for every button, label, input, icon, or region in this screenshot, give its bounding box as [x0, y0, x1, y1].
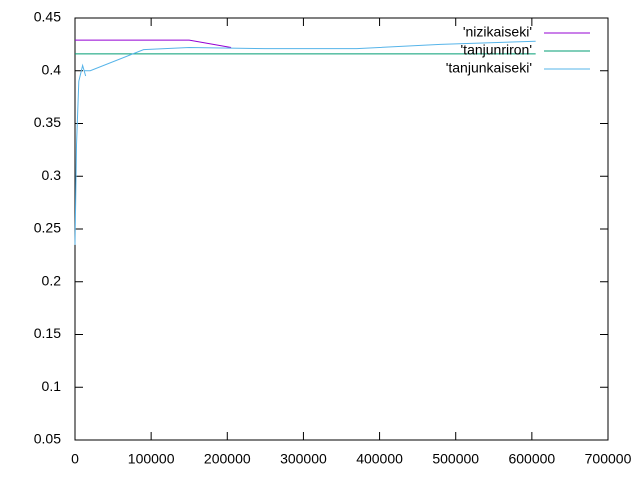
x-tick-label: 300000 [280, 451, 327, 467]
legend-label: 'tanjunkaiseki' [446, 60, 532, 76]
y-tick-label: 0.2 [42, 272, 62, 288]
y-tick-label: 0.4 [42, 61, 62, 77]
x-tick-label: 0 [71, 451, 79, 467]
x-tick-label: 400000 [356, 451, 403, 467]
x-tick-label: 200000 [204, 451, 251, 467]
y-tick-label: 0.25 [34, 220, 61, 236]
x-tick-label: 500000 [432, 451, 479, 467]
x-tick-label: 700000 [585, 451, 632, 467]
y-tick-label: 0.15 [34, 325, 61, 341]
series-line [75, 39, 232, 49]
series-line [74, 40, 536, 245]
y-tick-label: 0.45 [34, 9, 61, 25]
x-tick-label: 100000 [128, 451, 175, 467]
y-tick-label: 0.05 [34, 431, 61, 447]
plot-border [74, 17, 609, 441]
y-tick-label: 0.3 [42, 167, 62, 183]
legend-label: 'tanjunriron' [461, 42, 533, 58]
y-tick-label: 0.1 [42, 378, 62, 394]
y-tick-label: 0.35 [34, 114, 61, 130]
legend-label: 'nizikaiseki' [463, 24, 532, 40]
x-tick-label: 600000 [508, 451, 555, 467]
